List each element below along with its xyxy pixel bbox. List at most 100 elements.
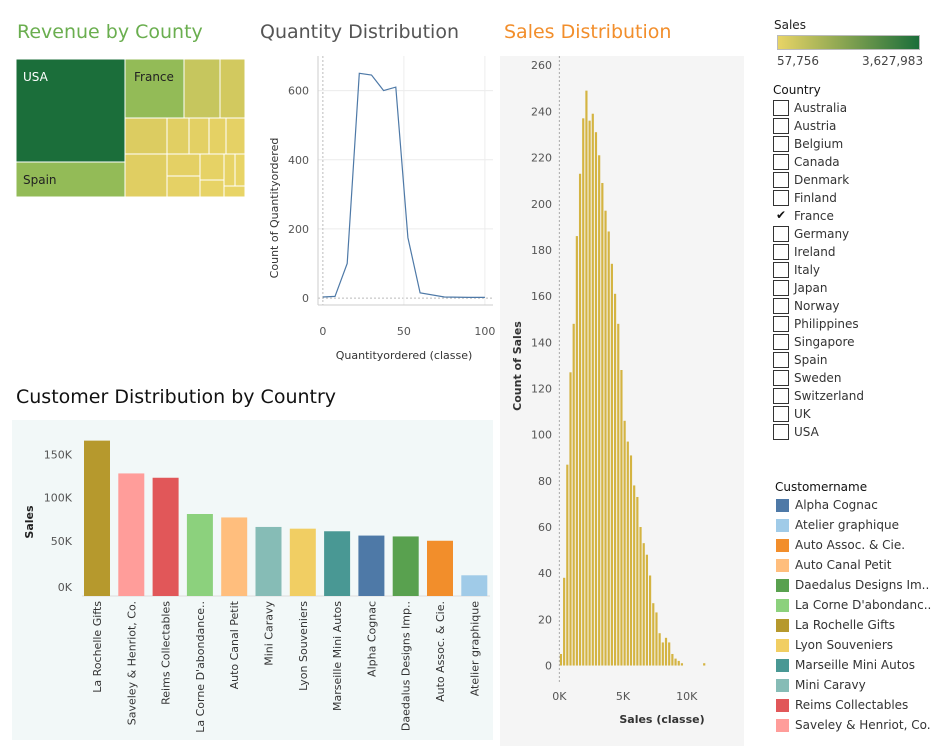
checkbox[interactable] [773,136,789,152]
treemap-cell[interactable] [166,153,201,177]
customer-legend-item[interactable]: Marseille Mini Autos [776,657,934,677]
sales-bar[interactable] [582,118,585,666]
sales-bar[interactable] [703,663,706,666]
sales-bar[interactable] [601,182,604,666]
customer-bar[interactable] [255,526,282,596]
sales-bar[interactable] [604,210,607,666]
checkbox[interactable] [773,406,789,422]
treemap-chart[interactable]: USA France Spain [16,59,246,198]
treemap-cell[interactable] [225,117,246,155]
treemap-cell[interactable] [124,153,168,198]
treemap-cell-usa[interactable] [16,59,126,163]
treemap-cell[interactable] [188,117,210,155]
customer-legend-item[interactable]: Mini Caravy [776,677,934,697]
treemap-cell[interactable] [166,175,201,198]
customer-legend-item[interactable]: Reims Collectables [776,697,934,717]
sales-bar[interactable] [633,485,636,666]
country-filter-item[interactable]: Austria [773,118,923,136]
checkbox[interactable] [773,370,789,386]
treemap-cell-spain[interactable] [16,161,126,198]
treemap-cell[interactable] [199,179,225,198]
customer-bar[interactable] [392,536,419,596]
customer-legend-item[interactable]: Atelier graphique [776,517,934,537]
checkbox[interactable] [773,424,789,440]
sales-bar[interactable] [661,642,664,666]
sales-bar[interactable] [639,527,642,666]
customer-legend-item[interactable]: La Corne D'abondanc.. [776,597,934,617]
country-filter-item[interactable]: Italy [773,262,923,280]
country-filter-item[interactable]: Philippines [773,316,923,334]
sales-bar[interactable] [591,113,594,666]
country-filter-item[interactable]: Australia [773,100,923,118]
checkbox[interactable] [773,298,789,314]
customer-bar-chart[interactable]: 0K 50K 100K 150K La Rochelle Gifts Saveley &… [12,420,493,740]
sales-bar[interactable] [578,173,582,666]
customer-bar[interactable] [152,477,179,596]
country-filter-item[interactable]: Spain [773,352,923,370]
sales-bar[interactable] [674,658,677,666]
treemap-cell[interactable] [219,59,246,119]
sales-bar[interactable] [677,660,680,666]
customer-bars[interactable] [84,440,488,596]
sales-bar[interactable] [636,496,639,666]
checkbox[interactable] [773,190,789,206]
sales-bar[interactable] [680,663,684,666]
checkbox[interactable] [773,316,789,332]
sales-bar[interactable] [607,231,610,666]
sales-bar[interactable] [575,236,578,666]
customer-legend-item[interactable]: Alpha Cognac [776,497,934,517]
country-filter-item[interactable]: Norway [773,298,923,316]
country-filter-item[interactable]: Finland [773,190,923,208]
country-filter-item[interactable]: Japan [773,280,923,298]
treemap-cell[interactable] [166,117,190,155]
sales-bars[interactable] [559,90,706,666]
checkbox[interactable] [773,244,789,260]
customer-legend-item[interactable]: La Rochelle Gifts [776,617,934,637]
checkbox[interactable] [773,334,789,350]
country-filter-item[interactable]: UK [773,406,923,424]
sales-bar[interactable] [629,455,633,666]
treemap-cell[interactable] [223,185,246,198]
checkbox[interactable] [773,262,789,278]
customer-bar[interactable] [427,540,453,596]
checkbox[interactable] [773,352,789,368]
sales-bar[interactable] [668,642,671,666]
checkbox[interactable] [773,118,789,134]
customer-bar[interactable] [84,440,110,596]
customer-bar[interactable] [221,517,248,596]
treemap-cell-france[interactable] [124,59,185,119]
sales-bar[interactable] [649,575,652,666]
sales-bar[interactable] [613,293,617,666]
sales-bar[interactable] [623,420,626,666]
sales-bar[interactable] [569,372,572,666]
checkbox[interactable] [773,100,789,116]
checkbox[interactable] [773,280,789,296]
sales-bar[interactable] [610,263,613,666]
customer-bar[interactable] [289,528,316,596]
treemap-cell[interactable] [124,117,168,155]
sales-bar[interactable] [664,637,668,666]
sales-histogram[interactable]: 0 20 40 60 80 100 120 140 160 180 200 220 240 260 0K 5K… [500,56,744,746]
sales-bar[interactable] [598,155,601,666]
customer-legend-item[interactable]: Saveley & Henriot, Co. [776,717,934,737]
customer-legend-item[interactable]: Auto Canal Petit [776,557,934,577]
checkbox[interactable]: ✔ [773,208,789,224]
sales-bar[interactable] [572,323,575,666]
treemap-cell[interactable] [223,153,236,187]
customer-bar[interactable] [358,535,385,596]
sales-bar[interactable] [585,90,588,666]
sales-bar[interactable] [559,653,563,666]
checkbox[interactable] [773,388,789,404]
sales-bar[interactable] [671,653,674,666]
sales-bar[interactable] [620,370,623,666]
country-filter-item[interactable]: Germany [773,226,923,244]
checkbox[interactable] [773,154,789,170]
customer-legend-item[interactable]: Auto Assoc. & Cie. [776,537,934,557]
quantity-series-line[interactable] [322,72,485,298]
customer-bar[interactable] [324,531,351,596]
checkbox[interactable] [773,172,789,188]
country-filter-item[interactable]: ✔ France [773,208,923,226]
country-filter-item[interactable]: Singapore [773,334,923,352]
country-filter-item[interactable]: Switzerland [773,388,923,406]
quantity-line-chart[interactable]: 0 200 400 600 0 50 100 Count of Quantityordere… [262,52,498,370]
